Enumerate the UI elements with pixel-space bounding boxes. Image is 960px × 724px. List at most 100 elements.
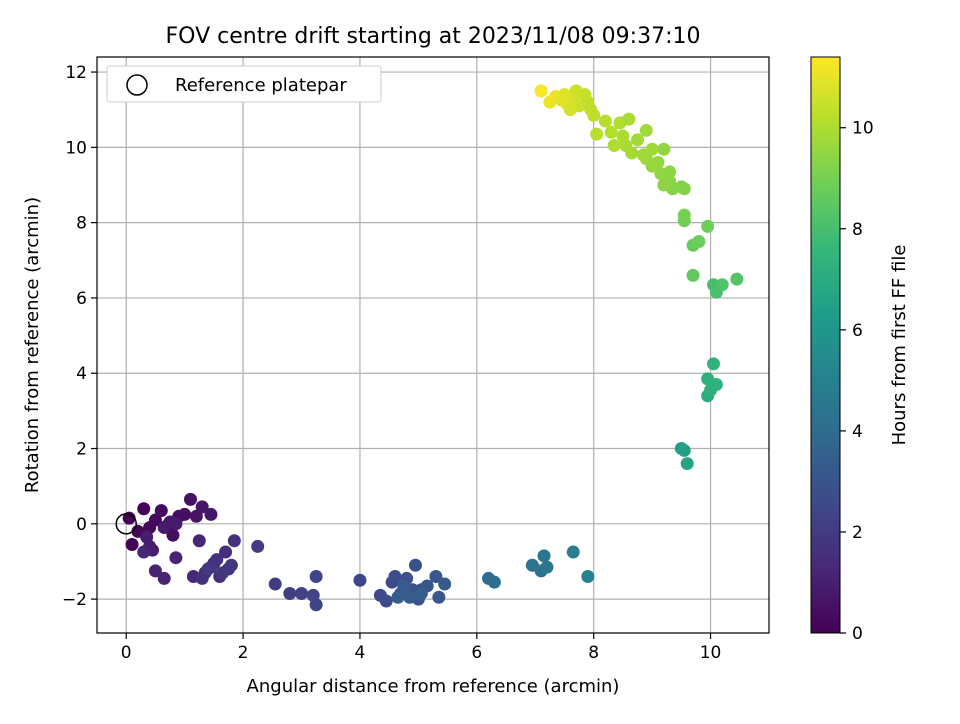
x-axis-ticks: 0 2 4 6 8 10 xyxy=(121,633,722,663)
data-point xyxy=(706,357,720,371)
y-axis-ticks: −2 0 2 4 6 8 10 12 xyxy=(62,63,97,610)
data-point xyxy=(216,566,230,580)
x-tick-label: 4 xyxy=(355,643,366,663)
data-point xyxy=(148,564,162,578)
legend-label: Reference platepar xyxy=(175,75,347,96)
data-point xyxy=(686,268,700,282)
data-points xyxy=(115,84,744,612)
data-point xyxy=(581,570,595,584)
x-tick-label: 8 xyxy=(588,643,599,663)
legend-box xyxy=(106,65,382,103)
x-tick-label: 2 xyxy=(238,643,249,663)
data-point xyxy=(224,558,238,572)
data-point xyxy=(438,577,452,591)
data-point xyxy=(616,129,630,143)
data-point xyxy=(631,133,645,147)
data-point xyxy=(537,549,551,563)
y-tick-label: 6 xyxy=(76,289,87,309)
data-point xyxy=(148,513,162,527)
data-point xyxy=(192,534,206,548)
y-tick-label: 10 xyxy=(65,138,87,158)
data-point xyxy=(137,502,151,516)
data-point xyxy=(584,103,598,117)
x-tick-label: 6 xyxy=(471,643,482,663)
data-point xyxy=(540,560,554,574)
data-point xyxy=(414,586,428,600)
data-point xyxy=(195,500,209,514)
legend-marker xyxy=(126,74,148,96)
data-point xyxy=(166,528,180,542)
data-point xyxy=(157,571,171,585)
data-point xyxy=(432,590,446,604)
data-point xyxy=(429,570,443,584)
data-point xyxy=(639,123,653,137)
data-point xyxy=(219,545,233,559)
data-point xyxy=(543,95,557,109)
data-point xyxy=(122,511,136,525)
colorbar-tick-label: 2 xyxy=(852,523,863,543)
colorbar-tick-label: 4 xyxy=(852,422,863,442)
data-point xyxy=(137,545,151,559)
data-point xyxy=(283,586,297,600)
data-point xyxy=(598,114,612,128)
data-point xyxy=(403,590,417,604)
reference-platepar-marker xyxy=(115,513,137,535)
data-point xyxy=(692,234,706,248)
data-point xyxy=(604,125,618,139)
data-point xyxy=(566,545,580,559)
data-point xyxy=(534,84,548,98)
colorbar-ticks: 0 2 4 6 8 10 xyxy=(840,119,874,644)
plot-frame xyxy=(96,56,770,634)
data-point xyxy=(677,443,691,457)
colorbar-label: Hours from first FF file xyxy=(889,245,910,446)
colorbar: 0 2 4 6 8 10 Hours from first FF file xyxy=(810,56,910,644)
y-tick-label: 8 xyxy=(76,214,87,234)
data-point xyxy=(654,167,668,181)
data-point xyxy=(189,509,203,523)
x-tick-label: 0 xyxy=(121,643,132,663)
colorbar-tick-label: 8 xyxy=(852,220,863,240)
data-point xyxy=(607,138,621,152)
x-tick-label: 10 xyxy=(700,643,722,663)
data-point xyxy=(309,598,323,612)
colorbar-tick-label: 10 xyxy=(852,119,874,139)
data-point xyxy=(157,521,171,535)
x-axis-label: Angular distance from reference (arcmin) xyxy=(247,676,620,697)
data-point xyxy=(154,504,168,518)
data-point xyxy=(636,148,650,162)
y-axis-label: Rotation from reference (arcmin) xyxy=(22,197,43,493)
data-point xyxy=(204,507,218,521)
data-point xyxy=(622,112,636,126)
data-point xyxy=(251,539,265,553)
data-point xyxy=(730,272,744,286)
data-point xyxy=(487,575,501,589)
chart-title: FOV centre drift starting at 2023/11/08 … xyxy=(166,24,701,49)
colorbar-tick-label: 0 xyxy=(852,624,863,644)
data-point xyxy=(125,538,139,552)
data-point xyxy=(657,178,671,192)
data-point xyxy=(388,570,402,584)
data-point xyxy=(590,127,604,141)
y-tick-label: 12 xyxy=(65,63,87,83)
data-point xyxy=(715,278,729,292)
data-point xyxy=(309,570,323,584)
data-point xyxy=(227,534,241,548)
data-point xyxy=(408,558,422,572)
colorbar-gradient xyxy=(810,56,841,634)
y-tick-label: 0 xyxy=(76,515,87,535)
data-point xyxy=(709,378,723,392)
data-point xyxy=(677,208,691,222)
data-point xyxy=(195,571,209,585)
data-point xyxy=(701,219,715,233)
data-point xyxy=(183,492,197,506)
data-point xyxy=(680,457,694,471)
data-point xyxy=(391,590,405,604)
data-point xyxy=(397,579,411,593)
data-point xyxy=(268,577,282,591)
data-point xyxy=(169,551,183,565)
data-point xyxy=(169,517,183,531)
y-tick-label: 4 xyxy=(76,364,87,384)
data-point xyxy=(379,594,393,608)
